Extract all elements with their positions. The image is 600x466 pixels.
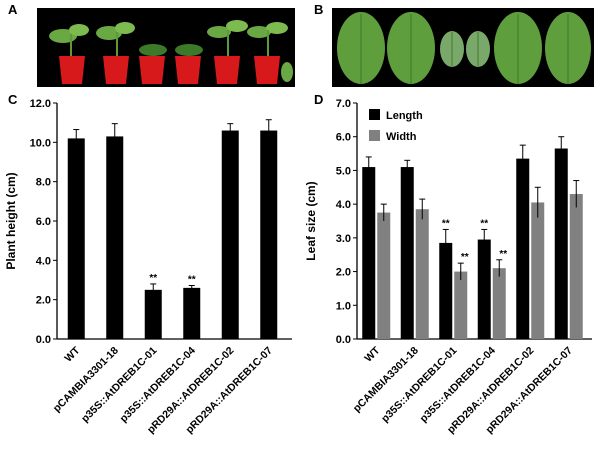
y-tick-label: 6.0: [336, 132, 351, 144]
significance-label: **: [461, 252, 469, 263]
bar: [144, 289, 162, 339]
bar: [106, 136, 124, 339]
bar: [362, 167, 376, 339]
legend-label: Length: [386, 110, 423, 122]
bar: [454, 271, 468, 339]
y-axis-label: Leaf size (cm): [304, 181, 318, 260]
y-tick-label: 6.0: [36, 216, 51, 228]
significance-label: **: [480, 218, 488, 229]
y-tick-label: 12.0: [30, 98, 51, 110]
bar: [67, 138, 85, 339]
bar: [516, 158, 530, 339]
plants-illustration: [49, 20, 293, 84]
bar: [531, 202, 545, 339]
y-tick-label: 8.0: [36, 177, 51, 189]
y-tick-label: 1.0: [336, 300, 351, 312]
significance-label: **: [442, 218, 450, 229]
y-tick-label: 0.0: [336, 334, 351, 346]
y-tick-label: 7.0: [336, 98, 351, 110]
bar: [260, 130, 278, 339]
plant-wt: [49, 24, 89, 84]
y-tick-label: 0.0: [36, 334, 51, 346]
panel-d-letter: D: [314, 92, 324, 107]
x-tick-label: p35S::AtDREB1C-01: [379, 345, 459, 425]
bar: [221, 130, 239, 339]
panel-a-letter: A: [8, 2, 18, 17]
bar: [377, 212, 391, 339]
plants-photo: [37, 8, 295, 87]
leaves-illustration: [337, 12, 591, 84]
significance-label: **: [149, 273, 157, 284]
panel-b-letter: B: [314, 2, 324, 17]
x-tick-label: WT: [362, 344, 382, 364]
significance-label: **: [188, 275, 196, 286]
plant-p35s-01: [139, 44, 167, 84]
y-tick-label: 5.0: [336, 165, 351, 177]
y-tick-label: 4.0: [336, 199, 351, 211]
significance-label: **: [499, 249, 507, 260]
y-tick-label: 4.0: [36, 255, 51, 267]
y-axis-label: Plant height (cm): [4, 172, 18, 269]
legend-swatch: [369, 130, 380, 141]
bar: [400, 167, 414, 339]
panel-c-letter: C: [8, 92, 18, 107]
plant-vector: [96, 22, 135, 84]
plant-prd29a-02: [207, 20, 248, 84]
x-tick-label: p35S::AtDREB1C-04: [418, 345, 498, 425]
legend-swatch: [369, 109, 380, 120]
leaves-photo: [332, 8, 594, 87]
y-tick-label: 3.0: [336, 233, 351, 245]
legend-label: Width: [386, 131, 417, 143]
bar: [477, 239, 491, 339]
bar: [183, 287, 201, 339]
bar: [492, 268, 506, 339]
bar: [439, 242, 453, 339]
plant-p35s-04: [175, 44, 203, 84]
x-tick-label: pCAMBIA3301-18: [351, 345, 421, 415]
bar: [569, 194, 583, 339]
y-tick-label: 2.0: [336, 267, 351, 279]
y-tick-label: 10.0: [30, 137, 51, 149]
plant-prd29a-07: [247, 22, 293, 84]
bar: [554, 148, 568, 339]
y-tick-label: 2.0: [36, 295, 51, 307]
bar: [415, 209, 429, 339]
